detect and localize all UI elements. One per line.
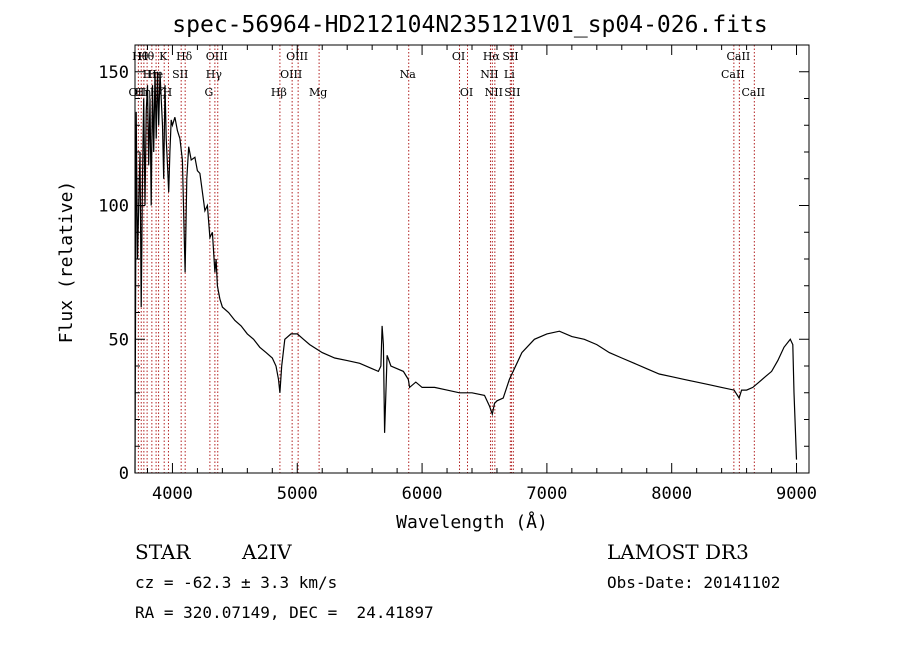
line-label-11: G [204, 86, 213, 99]
survey-name: LAMOST DR3 [607, 540, 749, 564]
line-label-1: Hθ [132, 50, 149, 63]
x-tick-label: 8000 [651, 484, 692, 504]
object-class: STAR [135, 540, 191, 564]
plot-frame [134, 44, 810, 474]
line-label-28: CaII [727, 50, 751, 63]
chart-title: spec-56964-HD212104N235121V01_sp04-026.f… [172, 12, 767, 38]
line-label-22: Hα [483, 50, 501, 63]
line-label-14: Hβ [271, 86, 287, 99]
line-label-0: OII [129, 86, 147, 99]
line-label-18: Na [400, 68, 417, 81]
line-label-3: Hθ [138, 50, 155, 63]
x-tick-label: 6000 [402, 484, 443, 504]
x-tick-label: 4000 [152, 484, 193, 504]
observation-date: Obs-Date: 20141102 [607, 573, 781, 592]
line-label-8: H [163, 86, 173, 99]
x-tick-label: 5000 [277, 484, 318, 504]
line-label-26: SII [504, 86, 520, 99]
line-label-29: CaII [741, 86, 765, 99]
y-tick-label: 0 [119, 464, 129, 484]
line-label-13: OIII [206, 50, 228, 63]
coordinates: RA = 320.07149, DEC = 24.41897 [135, 603, 434, 622]
emission-line-markers [137, 45, 755, 473]
y-tick-label: 50 [109, 330, 129, 350]
x-axis: 4000 5000 6000 7000 8000 9000 [146, 45, 817, 504]
line-label-12: Hγ [206, 68, 223, 81]
y-axis: 0 50 100 150 [98, 44, 809, 484]
line-label-25: SII [502, 50, 518, 63]
line-label-2: Hη [135, 86, 151, 99]
y-tick-label: 150 [98, 63, 129, 83]
line-label-21: NII [480, 68, 498, 81]
line-label-17: Mg [309, 86, 327, 99]
emission-line-labels: OIIHθHηHθHηHeHζKHSIIHδGHγOIIIHβOIIIOIIIM… [129, 50, 766, 99]
spectrum-series-line [134, 71, 798, 474]
line-label-23: NII [485, 86, 503, 99]
line-label-16: OIII [286, 50, 308, 63]
y-tick-label: 100 [98, 197, 129, 217]
line-label-15: OIII [280, 68, 302, 81]
line-label-9: SII [172, 68, 188, 81]
line-label-10: Hδ [176, 50, 193, 63]
object-subclass: A2IV [242, 540, 292, 564]
line-label-27: CaII [721, 68, 745, 81]
y-axis-label: Flux (relative) [56, 181, 77, 344]
redshift-cz: cz = -62.3 ± 3.3 km/s [135, 573, 338, 592]
x-axis-label: Wavelength (Å) [396, 511, 548, 533]
line-label-19: OI [452, 50, 465, 63]
x-tick-label: 9000 [776, 484, 817, 504]
x-tick-label: 7000 [526, 484, 567, 504]
line-label-24: Li [504, 68, 515, 81]
line-label-7: K [159, 50, 168, 63]
line-label-20: OI [460, 86, 473, 99]
